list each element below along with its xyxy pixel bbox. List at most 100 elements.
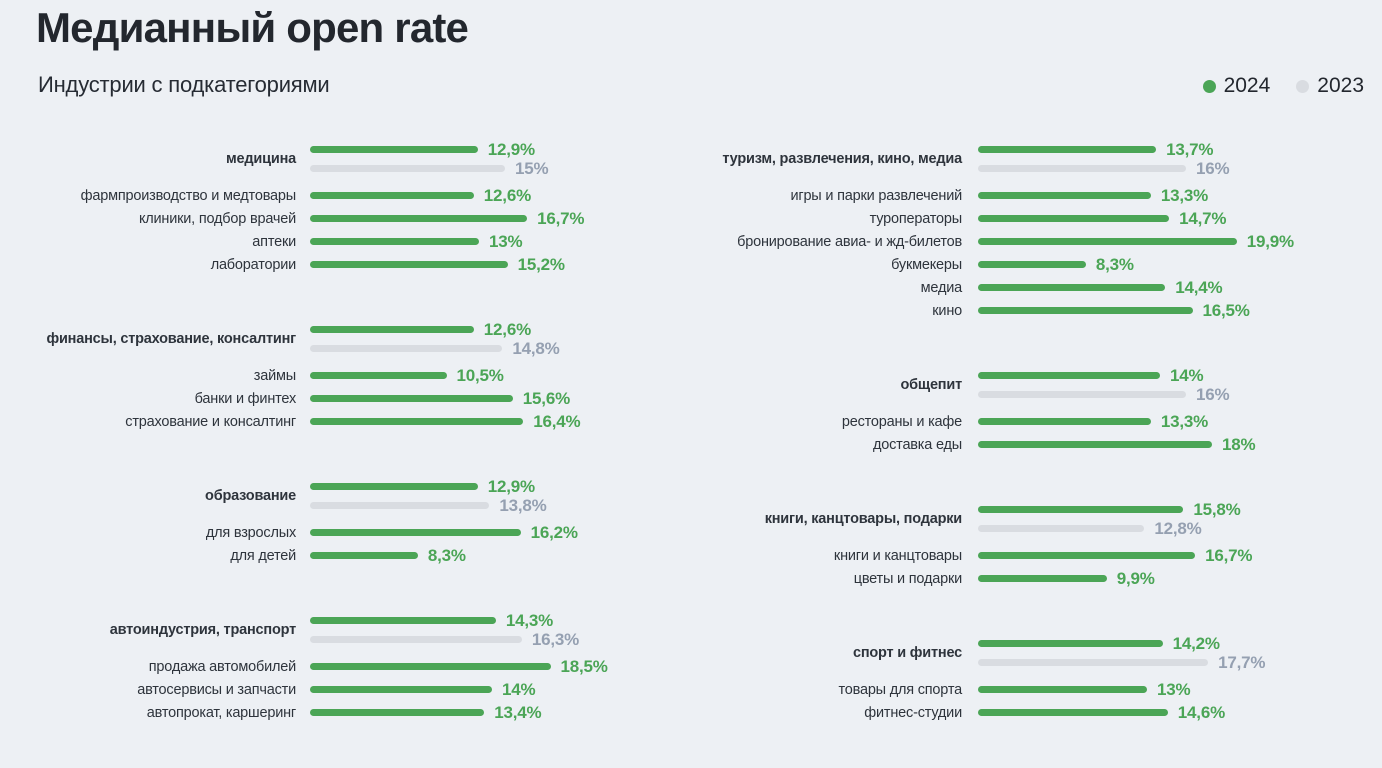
subcategory-row: аптеки 13% xyxy=(38,230,668,253)
bar-y2024 xyxy=(978,146,1157,153)
subcategory-row: книги и канцтовары 16,7% xyxy=(700,544,1380,567)
group-header-bars: 12,9% 15% xyxy=(310,140,549,178)
legend-item-2023: 2023 xyxy=(1296,74,1364,98)
legend-item-2024: 2024 xyxy=(1202,74,1271,98)
bar-row-y2024: 14% xyxy=(978,366,1229,385)
bar-y2024 xyxy=(978,418,1151,425)
group-label: спорт и фитнес xyxy=(852,645,962,661)
value-y2023: 16,3% xyxy=(531,629,580,649)
bar-row-y2024: 14,3% xyxy=(310,611,579,630)
subcategory-label: страхование и консалтинг xyxy=(125,413,296,430)
industry-group: книги, канцтовары, подарки 15,8% 12,8% книг… xyxy=(700,500,1380,590)
bar-row-y2023: 17,7% xyxy=(978,653,1265,672)
bar-y2024 xyxy=(978,640,1163,647)
bar-y2024 xyxy=(310,238,479,245)
value-y2024: 18,5% xyxy=(560,656,608,676)
bar-row-y2023: 14,8% xyxy=(310,339,560,358)
subcategory-label: фармпроизводство и медтовары xyxy=(80,187,297,204)
group-label: финансы, страхование, консалтинг xyxy=(46,331,296,347)
group-header-row: спорт и фитнес 14,2% 17,7% xyxy=(700,634,1380,672)
subcategory-label: автопрокат, каршеринг xyxy=(146,704,296,721)
subcategory-label: товары для спорта xyxy=(838,681,962,698)
value-y2024: 13,3% xyxy=(1160,411,1209,431)
subcategory-row: доставка еды 18% xyxy=(700,433,1380,456)
bar-y2024 xyxy=(310,617,496,624)
bar-y2024 xyxy=(978,215,1170,222)
value-y2024: 12,6% xyxy=(483,319,531,339)
bar-y2024 xyxy=(310,395,513,402)
group-header-bars: 13,7% 16% xyxy=(978,140,1230,178)
bar-y2023 xyxy=(978,659,1209,666)
value-y2024: 12,6% xyxy=(483,185,531,205)
bar-y2024 xyxy=(310,261,508,268)
bar-y2023 xyxy=(310,502,490,509)
column-left: медицина 12,9% 15% фармпроизводство и медто… xyxy=(38,140,668,768)
value-y2024: 16,4% xyxy=(533,411,581,431)
bar-y2024 xyxy=(978,372,1160,379)
bar-row-y2024: 15,8% xyxy=(978,500,1241,519)
value-y2024: 14,6% xyxy=(1177,702,1225,722)
subcategory-row: бронирование авиа- и жд-билетов 19,9% xyxy=(700,230,1380,253)
subcategory-row: кино 16,5% xyxy=(700,299,1380,322)
value-y2023: 16% xyxy=(1196,384,1230,404)
bar-y2024 xyxy=(310,146,478,153)
value-y2024: 14,7% xyxy=(1179,208,1227,228)
value-y2024: 15,8% xyxy=(1193,499,1241,519)
column-right: туризм, развлечения, кино, медиа 13,7% 16%… xyxy=(700,140,1380,768)
value-y2024: 14,2% xyxy=(1172,633,1220,653)
subcategory-row: для взрослых 16,2% xyxy=(38,521,668,544)
bar-y2024 xyxy=(310,326,474,333)
industry-group: спорт и фитнес 14,2% 17,7% товары для спорт… xyxy=(700,634,1380,724)
legend-label-2023: 2023 xyxy=(1317,74,1364,97)
bar-y2024 xyxy=(310,372,447,379)
bar-y2024 xyxy=(978,192,1151,199)
industry-group: медицина 12,9% 15% фармпроизводство и медто… xyxy=(38,140,668,276)
value-y2024: 16,2% xyxy=(530,522,578,542)
group-header-bars: 14% 16% xyxy=(978,366,1230,404)
bar-y2023 xyxy=(978,165,1186,172)
bar-y2024 xyxy=(310,418,524,425)
industry-group: автоиндустрия, транспорт 14,3% 16,3% продаж… xyxy=(38,611,668,724)
bar-y2024 xyxy=(978,307,1193,314)
value-y2024: 9,9% xyxy=(1116,568,1155,588)
bar-y2024 xyxy=(978,441,1212,448)
legend-label-2024: 2024 xyxy=(1223,74,1271,97)
page-title: Медианный open rate xyxy=(36,4,469,51)
group-header-bars: 12,6% 14,8% xyxy=(310,320,560,358)
group-header-row: книги, канцтовары, подарки 15,8% 12,8% xyxy=(700,500,1380,538)
bar-row-y2023: 16% xyxy=(978,384,1230,404)
value-y2024: 13,4% xyxy=(494,702,542,722)
value-y2024: 15,2% xyxy=(517,254,565,274)
value-y2023: 13,8% xyxy=(499,495,547,515)
subcategory-label: бронирование авиа- и жд-билетов xyxy=(737,233,962,250)
bar-y2023 xyxy=(978,391,1186,398)
value-y2024: 13,3% xyxy=(1160,185,1209,205)
subcategory-row: для детей 8,3% xyxy=(38,544,668,567)
group-header-bars: 15,8% 12,8% xyxy=(978,500,1241,538)
bar-row-y2024: 13,7% xyxy=(978,140,1229,159)
group-label: автоиндустрия, транспорт xyxy=(109,622,296,638)
subcategory-label: автосервисы и запчасти xyxy=(137,681,296,698)
bar-row-y2024: 12,6% xyxy=(310,320,560,339)
subcategory-row: фитнес-студии 14,6% xyxy=(700,701,1380,724)
bar-y2023 xyxy=(310,165,505,172)
legend: 2024 2023 xyxy=(1202,74,1364,98)
subcategory-row: автосервисы и запчасти 14% xyxy=(38,678,668,701)
subcategory-label: для детей xyxy=(230,547,296,564)
subcategory-label: кино xyxy=(932,302,962,319)
group-header-bars: 14,2% 17,7% xyxy=(978,634,1265,672)
value-y2024: 16,7% xyxy=(1205,545,1253,565)
group-label: общепит xyxy=(900,377,963,393)
value-y2024: 13,7% xyxy=(1166,139,1214,159)
subcategory-row: фармпроизводство и медтовары 12,6% xyxy=(38,184,668,207)
bar-y2024 xyxy=(978,575,1107,582)
bar-row-y2023: 15% xyxy=(310,158,549,178)
subcategory-row: туроператоры 14,7% xyxy=(700,207,1380,230)
value-y2024: 16,5% xyxy=(1202,300,1250,320)
value-y2024: 8,3% xyxy=(427,545,466,565)
group-label: образование xyxy=(205,488,296,504)
industry-group: образование 12,9% 13,8% для взрослых 16,2% дл… xyxy=(38,477,668,567)
subcategory-row: клиники, подбор врачей 16,7% xyxy=(38,207,668,230)
subcategory-row: страхование и консалтинг 16,4% xyxy=(38,410,668,433)
value-y2023: 15% xyxy=(515,158,549,178)
